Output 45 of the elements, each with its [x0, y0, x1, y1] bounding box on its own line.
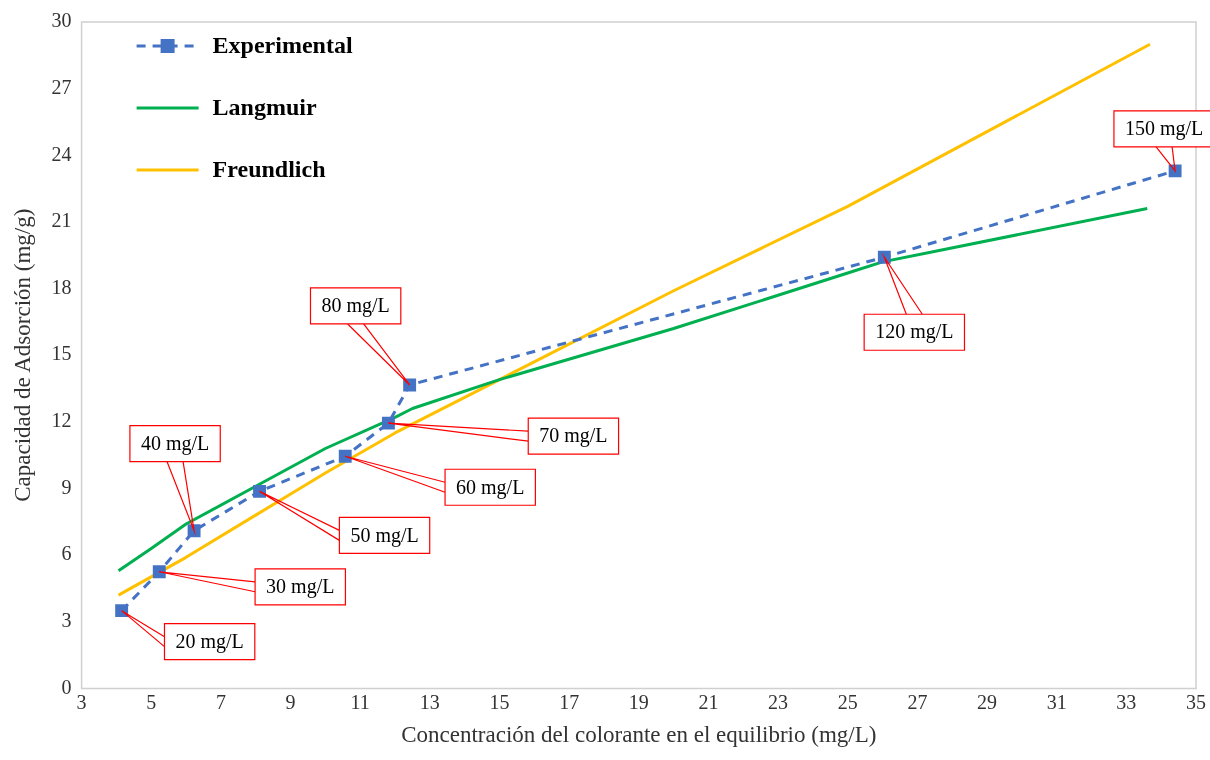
x-tick-label: 13: [419, 690, 440, 713]
annotation: 80 mg/L: [321, 294, 390, 318]
y-tick-label: 15: [51, 342, 72, 365]
point: [152, 565, 166, 579]
y-tick-label: 6: [61, 542, 72, 565]
x-tick-label: 35: [1186, 690, 1206, 713]
y-tick-label: 21: [51, 209, 72, 232]
y-axis-title: Capacidad de Adsorción (mg/g): [9, 208, 35, 502]
x-tick-label: 21: [698, 690, 719, 713]
x-axis-title: Concentración del colorante en el equilibrio (mg/L): [401, 722, 877, 748]
x-tick-label: 19: [628, 690, 649, 713]
annotation: 30 mg/L: [266, 575, 335, 599]
point: [338, 449, 352, 463]
y-tick-label: 30: [51, 9, 72, 32]
x-tick-label: 17: [559, 690, 580, 713]
x-tick-label: 27: [907, 690, 928, 713]
legend-label: Langmuir: [212, 94, 317, 121]
x-tick-label: 3: [76, 690, 87, 713]
annotation: 40 mg/L: [140, 431, 210, 455]
annotation: 70 mg/L: [539, 424, 608, 448]
y-tick-label: 3: [61, 609, 72, 632]
y-tick-label: 18: [51, 275, 72, 298]
point: [381, 416, 395, 430]
x-tick-label: 29: [977, 690, 998, 713]
annotation: 20 mg/L: [175, 629, 244, 653]
x-tick-label: 31: [1046, 690, 1067, 713]
y-tick-label: 0: [61, 675, 72, 698]
legend-label: Experimental: [212, 32, 353, 59]
x-tick-label: 33: [1116, 690, 1137, 713]
annotation: 50 mg/L: [350, 523, 419, 547]
annotation: 60 mg/L: [456, 475, 525, 499]
y-tick-label: 12: [51, 409, 72, 432]
x-tick-label: 15: [489, 690, 510, 713]
y-tick-label: 27: [51, 75, 72, 98]
x-tick-label: 7: [215, 690, 226, 713]
x-tick-label: 11: [350, 690, 370, 713]
x-tick-label: 5: [146, 690, 157, 713]
x-tick-label: 9: [285, 690, 296, 713]
x-tick-label: 25: [837, 690, 858, 713]
annotation: 150 mg/L: [1124, 117, 1204, 141]
x-tick-label: 23: [768, 690, 789, 713]
legend-label: Freundlich: [212, 156, 326, 183]
annotation: 120 mg/L: [875, 320, 954, 344]
y-tick-label: 24: [51, 142, 72, 165]
y-tick-label: 9: [61, 475, 72, 498]
